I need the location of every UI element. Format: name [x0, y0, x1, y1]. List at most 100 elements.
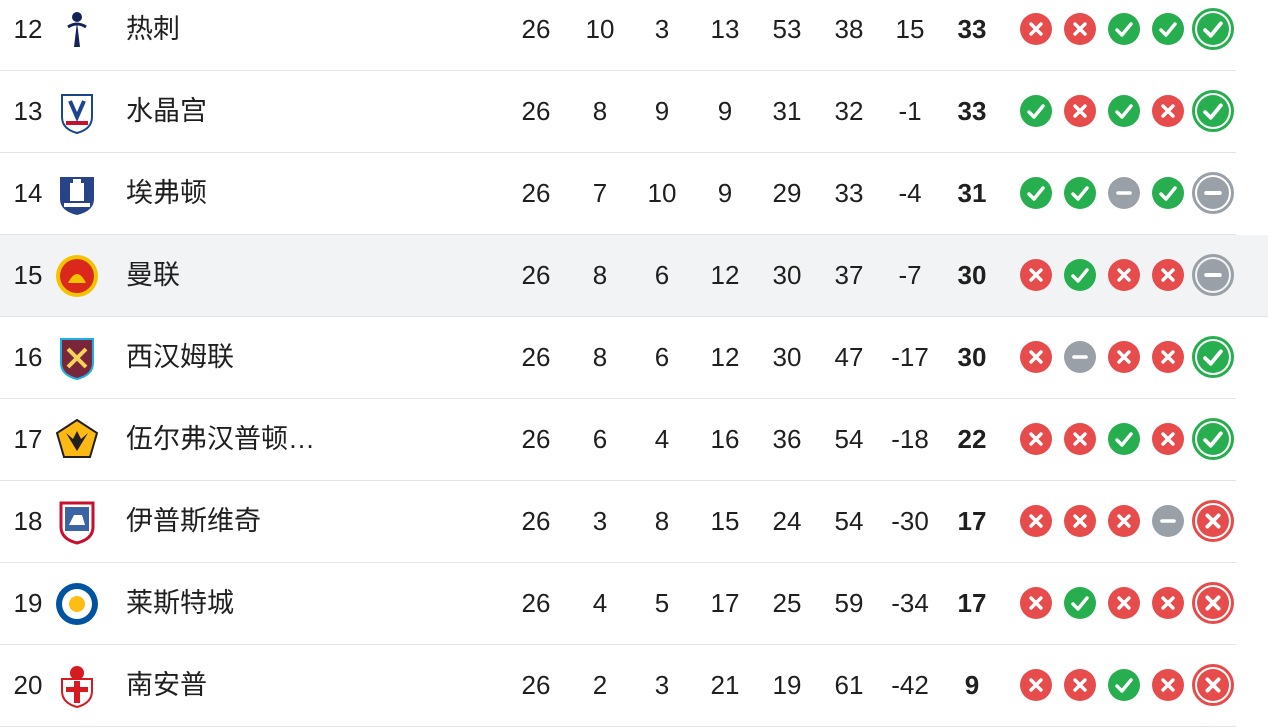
table-row[interactable]: 14 埃弗顿 26 7 10 9 29 33 -4 31	[0, 153, 1236, 235]
table-row[interactable]: 17 伍尔弗汉普顿… 26 6 4 16 36 54 -18 22	[0, 399, 1236, 481]
played-cell: 26	[521, 96, 551, 126]
table-row[interactable]: 20 南安普 26 2 3 21 19 61 -42 9	[0, 645, 1236, 727]
won-cell: 6	[592, 424, 608, 454]
crystal-palace-crest-icon	[54, 89, 100, 135]
team-name[interactable]: 水晶宫	[126, 96, 207, 126]
table-row[interactable]: 19 莱斯特城 26 4 5 17 25 59 -34 17	[0, 563, 1236, 645]
loss-cross-icon	[1152, 423, 1184, 455]
win-check-icon	[1152, 13, 1184, 45]
goal-difference-cell: -4	[898, 178, 922, 208]
points-cell: 17	[957, 506, 987, 536]
table-row[interactable]: 18 伊普斯维奇 26 3 8 15 24 54 -30 17	[0, 481, 1236, 563]
drawn-cell: 5	[654, 588, 670, 618]
drawn-cell: 4	[654, 424, 670, 454]
position-cell: 13	[13, 96, 43, 126]
played-cell: 26	[521, 14, 551, 44]
win-check-icon	[1152, 177, 1184, 209]
team-name[interactable]: 南安普	[126, 670, 207, 700]
win-check-icon	[1192, 336, 1234, 378]
goal-difference-cell: -17	[891, 342, 929, 372]
man-united-crest-icon	[54, 253, 100, 299]
southampton-crest-icon	[54, 663, 100, 709]
team-name[interactable]: 曼联	[126, 260, 180, 290]
table-row[interactable]: 16 西汉姆联 26 8 6 12 30 47 -17 30	[0, 317, 1236, 399]
goals-for-cell: 29	[772, 178, 802, 208]
team-name[interactable]: 伍尔弗汉普顿…	[126, 424, 315, 454]
position-cell: 12	[13, 14, 43, 44]
lost-cell: 9	[717, 96, 733, 126]
loss-cross-icon	[1064, 13, 1096, 45]
draw-dash-icon	[1064, 341, 1096, 373]
ipswich-crest-icon	[54, 499, 100, 545]
draw-dash-icon	[1192, 254, 1234, 296]
table-row[interactable]: 15 曼联 26 8 6 12 30 37 -7 30	[0, 235, 1268, 317]
played-cell: 26	[521, 670, 551, 700]
position-cell: 19	[13, 588, 43, 618]
points-cell: 31	[957, 178, 987, 208]
win-check-icon	[1064, 587, 1096, 619]
played-cell: 26	[521, 260, 551, 290]
win-check-icon	[1192, 90, 1234, 132]
draw-dash-icon	[1108, 177, 1140, 209]
loss-cross-icon	[1152, 587, 1184, 619]
recent-form	[1020, 71, 1236, 152]
goals-for-cell: 24	[772, 506, 802, 536]
goals-against-cell: 59	[834, 588, 864, 618]
goals-against-cell: 32	[834, 96, 864, 126]
team-name[interactable]: 伊普斯维奇	[126, 506, 261, 536]
goals-for-cell: 36	[772, 424, 802, 454]
team-name[interactable]: 西汉姆联	[126, 342, 234, 372]
loss-cross-icon	[1064, 669, 1096, 701]
team-name[interactable]: 埃弗顿	[126, 178, 207, 208]
loss-cross-icon	[1020, 669, 1052, 701]
goals-for-cell: 19	[772, 670, 802, 700]
position-cell: 15	[13, 260, 43, 290]
goals-against-cell: 37	[834, 260, 864, 290]
points-cell: 33	[957, 14, 987, 44]
position-cell: 20	[13, 670, 43, 700]
position-cell: 18	[13, 506, 43, 536]
win-check-icon	[1064, 177, 1096, 209]
team-name[interactable]: 热刺	[126, 14, 180, 44]
goals-for-cell: 25	[772, 588, 802, 618]
goals-against-cell: 61	[834, 670, 864, 700]
draw-dash-icon	[1152, 505, 1184, 537]
win-check-icon	[1192, 418, 1234, 460]
drawn-cell: 8	[654, 506, 670, 536]
recent-form	[1020, 235, 1236, 316]
goal-difference-cell: -30	[891, 506, 929, 536]
win-check-icon	[1192, 8, 1234, 50]
goal-difference-cell: -18	[891, 424, 929, 454]
loss-cross-icon	[1064, 423, 1096, 455]
points-cell: 9	[964, 670, 980, 700]
draw-dash-icon	[1192, 172, 1234, 214]
loss-cross-icon	[1192, 664, 1234, 706]
played-cell: 26	[521, 178, 551, 208]
goal-difference-cell: -1	[898, 96, 922, 126]
loss-cross-icon	[1192, 500, 1234, 542]
team-name[interactable]: 莱斯特城	[126, 588, 234, 618]
position-cell: 16	[13, 342, 43, 372]
played-cell: 26	[521, 588, 551, 618]
goals-against-cell: 33	[834, 178, 864, 208]
loss-cross-icon	[1020, 259, 1052, 291]
won-cell: 8	[592, 96, 608, 126]
goal-difference-cell: -42	[891, 670, 929, 700]
loss-cross-icon	[1108, 259, 1140, 291]
win-check-icon	[1064, 259, 1096, 291]
loss-cross-icon	[1152, 95, 1184, 127]
drawn-cell: 3	[654, 670, 670, 700]
table-row[interactable]: 12 热刺 26 10 3 13 53 38 15 33	[0, 0, 1236, 71]
win-check-icon	[1020, 95, 1052, 127]
position-cell: 14	[13, 178, 43, 208]
loss-cross-icon	[1192, 582, 1234, 624]
everton-crest-icon	[54, 171, 100, 217]
win-check-icon	[1108, 423, 1140, 455]
played-cell: 26	[521, 506, 551, 536]
table-row[interactable]: 13 水晶宫 26 8 9 9 31 32 -1 33	[0, 71, 1236, 153]
points-cell: 33	[957, 96, 987, 126]
goals-for-cell: 53	[772, 14, 802, 44]
lost-cell: 12	[710, 260, 740, 290]
recent-form	[1020, 645, 1236, 726]
